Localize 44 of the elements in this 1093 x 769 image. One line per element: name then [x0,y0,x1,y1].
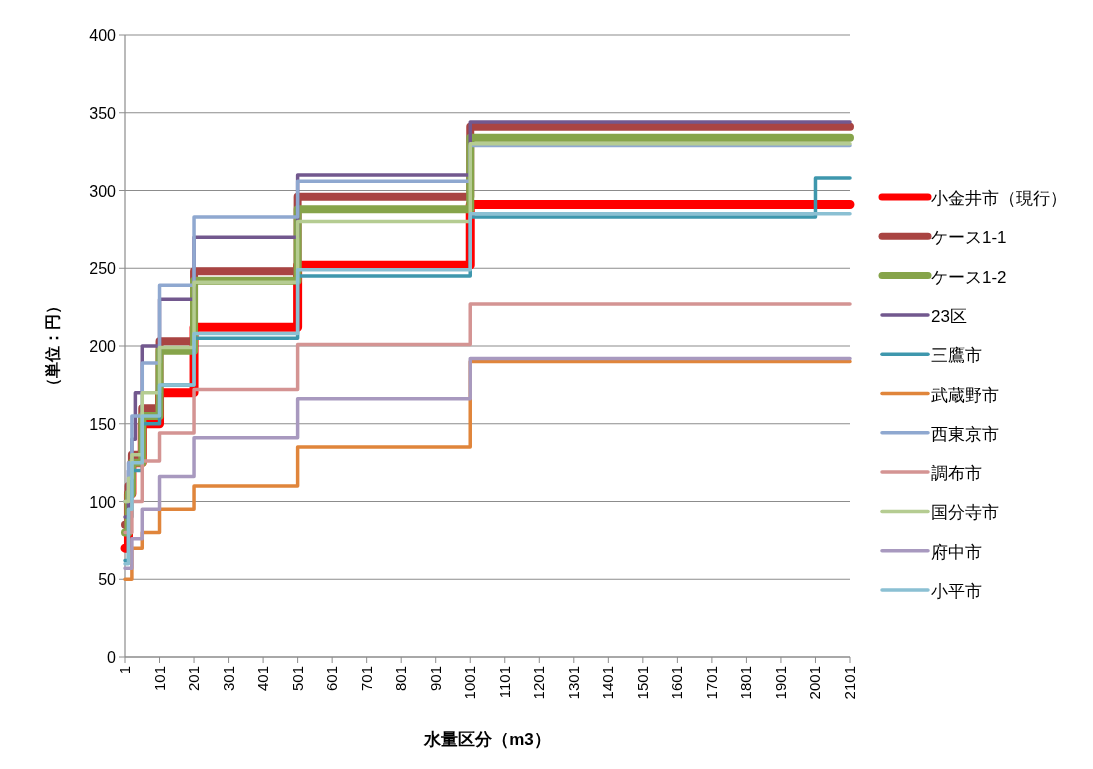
x-tick-label: 201 [185,666,203,692]
x-tick-label: 1 [116,666,133,675]
legend-label: 小金井市（現行） [931,189,1067,208]
x-tick-label: 101 [150,666,168,692]
x-tick-label: 1401 [599,666,617,700]
x-tick-label: 1501 [633,666,651,700]
legend-label: 調布市 [931,464,982,484]
legend-label: ケース1-2 [931,267,1007,287]
x-tick-label: 1601 [668,666,686,700]
legend-label: 国分寺市 [931,503,999,523]
y-tick-label: 50 [98,571,117,589]
x-tick-label: 2101 [841,666,858,700]
y-tick-label: 0 [107,649,117,666]
legend-label: 23区 [931,306,967,326]
x-tick-label: 2001 [806,666,824,700]
legend-label: 三鷹市 [931,346,982,366]
legend-label: 小平市 [931,582,982,601]
y-tick-label: 100 [89,493,117,511]
x-tick-label: 1901 [771,666,789,700]
y-tick-label: 400 [89,27,117,44]
x-tick-label: 501 [288,666,306,692]
y-axis-title: （単位：円） [44,298,62,394]
x-tick-label: 1801 [737,666,755,700]
x-axis-title: 水量区分（m3） [423,730,551,749]
x-tick-label: 1001 [461,666,479,700]
x-tick-label: 1101 [495,666,513,699]
y-tick-label: 350 [89,104,117,122]
legend-label: 西東京市 [931,424,999,444]
legend-label: 府中市 [931,542,982,562]
x-tick-label: 1701 [702,666,720,700]
y-tick-label: 250 [89,260,117,278]
x-tick-label: 301 [219,666,237,692]
y-tick-label: 200 [89,338,117,355]
y-tick-label: 150 [89,415,117,433]
y-tick-label: 300 [89,182,117,200]
x-tick-label: 701 [357,666,375,692]
x-tick-label: 1201 [530,666,548,700]
legend-label: 武蔵野市 [931,385,999,405]
legend-label: ケース1-1 [931,228,1007,248]
x-tick-label: 401 [254,666,272,692]
x-tick-label: 601 [323,666,341,692]
x-tick-label: 801 [392,666,410,692]
x-tick-label: 1301 [564,666,582,700]
x-tick-label: 901 [426,666,444,692]
